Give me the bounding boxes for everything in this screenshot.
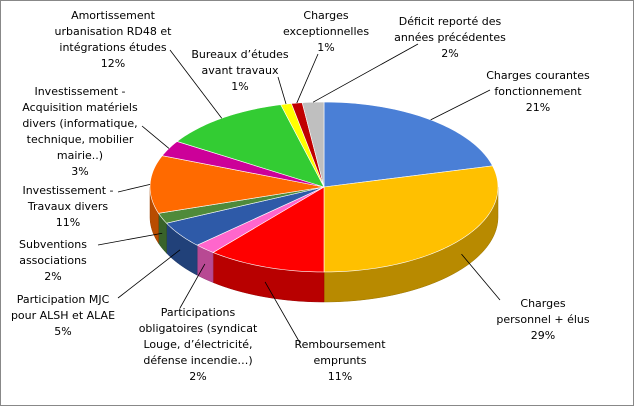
value-label: 2% [44,270,62,283]
slice [301,101,325,188]
value-label: 12% [100,57,126,70]
slice-label: Investissement - Acquisition matériels d… [5,84,155,180]
value-label: 1% [317,41,335,54]
leader-line [461,253,501,301]
leader-line [117,249,181,299]
category-label: Charges personnel + élus [496,297,590,326]
category-label: Bureaux d’études avant travaux [191,48,289,77]
slice-label: Bureaux d’études avant travaux 1% [185,47,295,95]
value-label: 2% [189,370,207,383]
slice [161,141,325,188]
category-label: Charges exceptionnelles [282,9,370,38]
slice-label: Participation MJC pour ALSH et ALAE 5% [8,292,118,340]
slice [165,186,325,246]
category-label: Amortissement urbanisation RD48 et intég… [54,9,172,54]
slice-label: Remboursement emprunts 11% [285,337,395,385]
leader-line [430,89,491,121]
slice-label: Participations obligatoires (syndicat Lo… [128,305,268,385]
leader-line [179,263,206,309]
value-label: 11% [327,370,353,383]
slice-label: Subventions associations 2% [8,237,98,285]
slice [149,155,325,214]
category-label: Subventions associations [19,238,87,267]
value-label: 5% [54,325,72,338]
slice [323,165,499,273]
leader-line [117,183,151,193]
slice [212,186,325,273]
value-label: 29% [530,329,556,342]
slice-label: Déficit reporté des années précédentes 2% [390,14,510,62]
leader-line [169,49,223,119]
leader-line [264,281,301,344]
category-label: Investissement - Travaux divers [22,184,114,213]
category-label: Déficit reporté des années précédentes [394,15,506,44]
category-label: Participation MJC pour ALSH et ALAE [10,293,116,322]
category-label: Remboursement emprunts [294,338,386,367]
value-label: 2% [441,47,459,60]
category-label: Investissement - Acquisition matériels d… [22,85,138,162]
leader-line [277,76,287,105]
slice-label: Charges exceptionnelles 1% [276,8,376,56]
slice-label: Charges courantes fonctionnement 21% [478,68,598,116]
leader-line [296,53,319,104]
value-label: 21% [525,101,551,114]
slice-label: Charges personnel + élus 29% [493,296,593,344]
value-label: 11% [55,216,81,229]
category-label: Charges courantes fonctionnement [486,69,590,98]
value-label: 1% [231,80,249,93]
slice [158,186,325,224]
value-label: 3% [71,165,89,178]
slice [196,186,325,253]
slice [176,104,325,188]
leader-line [312,43,419,103]
leader-line [97,232,163,246]
slice-label: Investissement - Travaux divers 11% [13,183,123,231]
category-label: Participations obligatoires (syndicat Lo… [138,306,258,367]
leader-line [141,125,170,149]
slice-label: Amortissement urbanisation RD48 et intég… [41,8,186,72]
